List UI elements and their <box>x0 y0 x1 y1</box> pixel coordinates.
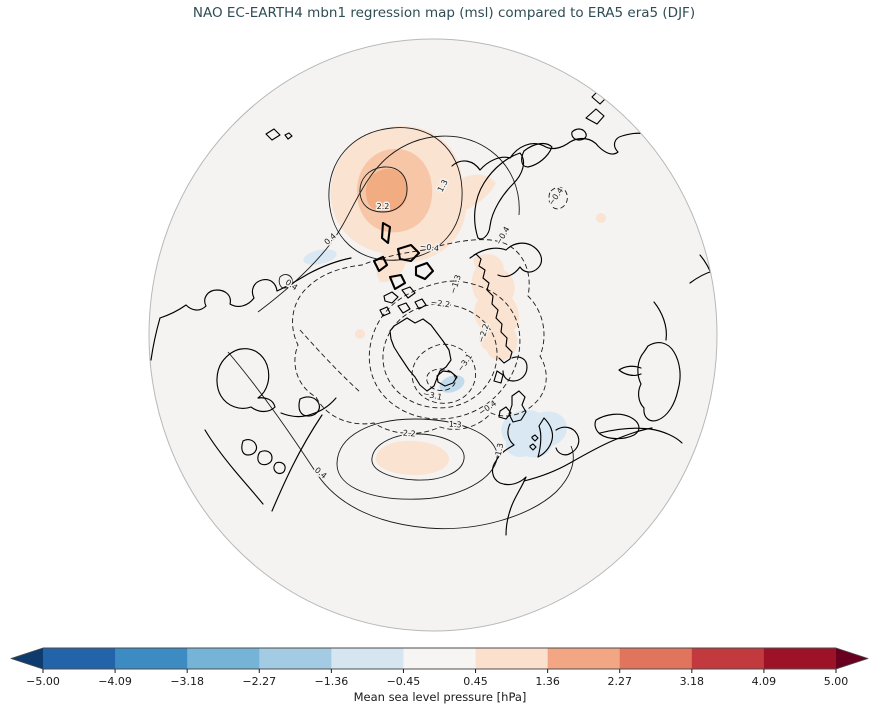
contour-label: −0.4 <box>419 242 440 254</box>
colorbar-tick-label: −4.09 <box>98 675 132 688</box>
contour-lines-negative <box>292 186 568 434</box>
contour-label: 1.3 <box>494 442 505 456</box>
colorbar-segment <box>619 648 693 669</box>
colorbar-tick-label: −5.00 <box>26 675 60 688</box>
map-boundary <box>148 38 718 632</box>
colorbar-tick-label: −1.36 <box>315 675 349 688</box>
colorbar-tick-label: −2.27 <box>242 675 276 688</box>
colorbar-ticks: −5.00 −4.09 −3.18 −2.27 −1.36 −0.45 0.45 1.36 2.… <box>26 669 848 688</box>
colorbar-tick-label: −0.45 <box>387 675 421 688</box>
colorbar-tick-label: 2.27 <box>607 675 632 688</box>
colorbar-arrows <box>11 648 868 669</box>
colorbar-tick-label: 0.45 <box>463 675 488 688</box>
colorbar-segment <box>547 648 621 669</box>
colorbar-tick-label: 4.09 <box>752 675 777 688</box>
colorbar-tick-label: 5.00 <box>824 675 849 688</box>
contour-label: 2.2 <box>402 428 415 438</box>
shade-positive-spot <box>596 213 606 223</box>
contour-label: 2.2 <box>377 202 390 211</box>
shade-negative-iceland <box>439 375 465 393</box>
colorbar-under-arrow <box>11 648 43 669</box>
shade-positive-spot <box>355 329 365 339</box>
colorbar-segments <box>43 648 837 669</box>
colorbar-tick-label: 1.36 <box>535 675 560 688</box>
colorbar-over-arrow <box>836 648 868 669</box>
colorbar-segment <box>331 648 404 669</box>
figure-title: NAO EC-EARTH4 mbn1 regression map (msl) … <box>193 5 695 21</box>
colorbar-segment <box>403 648 477 669</box>
shade-positive-core <box>365 168 408 212</box>
colorbar-segment <box>691 648 765 669</box>
colorbar-segment <box>43 648 116 669</box>
colorbar-segment <box>115 648 188 669</box>
colorbar-segment <box>187 648 260 669</box>
contour-label: 1.3 <box>448 419 461 429</box>
shade-negative-mediterranean <box>501 409 568 458</box>
colorbar-segment <box>259 648 332 669</box>
colorbar-segment <box>475 648 549 669</box>
contour-label: −2.2 <box>430 298 451 310</box>
colorbar-tick-label: −3.18 <box>170 675 204 688</box>
contour-lines-positive <box>227 127 574 530</box>
shade-positive-azores <box>375 440 450 476</box>
anomaly-shading <box>303 125 606 476</box>
colorbar-tick-label: 3.18 <box>680 675 705 688</box>
colorbar-segment <box>763 648 837 669</box>
coastlines <box>150 74 715 536</box>
map-background-disc <box>149 39 717 631</box>
colorbar-label: Mean sea level pressure [hPa] <box>354 690 527 704</box>
